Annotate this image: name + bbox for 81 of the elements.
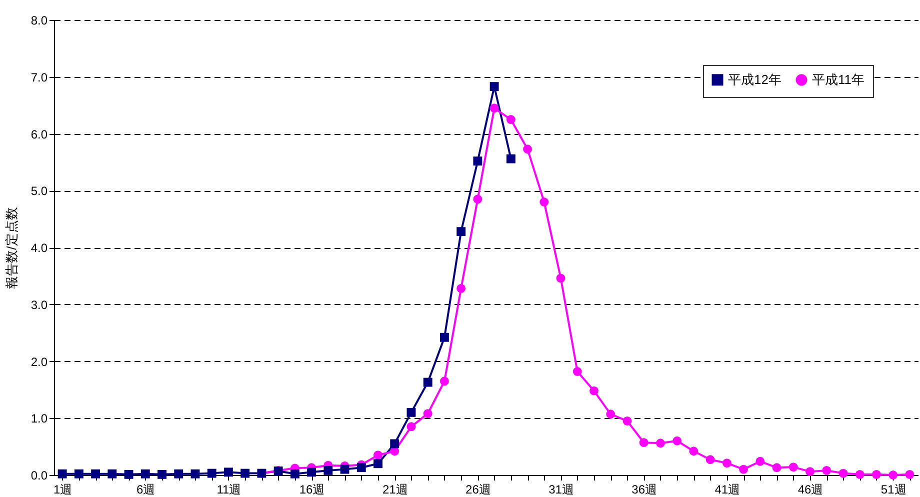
point bbox=[556, 274, 566, 283]
point bbox=[340, 464, 350, 474]
x-tick-label: 11週 bbox=[216, 482, 242, 496]
point bbox=[374, 459, 382, 468]
point bbox=[672, 436, 682, 446]
y-axis-title: 報告数/定点数 bbox=[4, 207, 19, 289]
point bbox=[788, 462, 798, 472]
point bbox=[689, 446, 698, 456]
legend-label: 平成11年 bbox=[812, 72, 864, 87]
point bbox=[74, 469, 84, 478]
point bbox=[390, 439, 400, 448]
point bbox=[722, 458, 732, 468]
point bbox=[174, 469, 184, 478]
point bbox=[888, 470, 898, 480]
point bbox=[622, 416, 632, 426]
y-tick-label: 8.0 bbox=[30, 14, 48, 28]
point bbox=[456, 284, 466, 293]
point bbox=[656, 438, 665, 448]
point bbox=[290, 469, 300, 478]
point bbox=[423, 409, 432, 418]
x-tick-label: 1週 bbox=[53, 482, 72, 496]
point bbox=[224, 468, 233, 477]
point bbox=[190, 469, 200, 478]
point bbox=[423, 378, 432, 387]
point bbox=[523, 144, 532, 154]
point bbox=[440, 332, 449, 342]
point bbox=[406, 408, 416, 417]
point bbox=[838, 468, 848, 478]
point bbox=[240, 468, 250, 478]
point bbox=[456, 227, 466, 236]
x-tick-label: 41週 bbox=[714, 482, 740, 496]
point bbox=[140, 469, 150, 478]
y-tick-label: 6.0 bbox=[30, 127, 48, 142]
point bbox=[374, 450, 382, 460]
point bbox=[706, 455, 715, 464]
x-tick-label: 16週 bbox=[299, 482, 325, 496]
x-tick-label: 46週 bbox=[798, 482, 824, 496]
x-tick-label: 36週 bbox=[632, 482, 658, 496]
legend-label: 平成12年 bbox=[728, 72, 782, 87]
y-tick-label: 7.0 bbox=[30, 70, 48, 84]
point bbox=[473, 156, 482, 166]
point bbox=[639, 438, 648, 448]
x-tick-label: 6週 bbox=[136, 482, 156, 496]
point bbox=[506, 115, 516, 124]
point bbox=[822, 466, 832, 475]
point bbox=[606, 410, 616, 419]
point bbox=[572, 367, 582, 376]
y-tick-label: 1.0 bbox=[30, 412, 48, 426]
point bbox=[356, 463, 366, 472]
point bbox=[91, 469, 100, 478]
point bbox=[124, 470, 134, 479]
y-tick-label: 4.0 bbox=[30, 241, 48, 255]
point bbox=[590, 386, 598, 396]
x-tick-label: 51週 bbox=[880, 482, 906, 496]
point bbox=[756, 456, 765, 466]
point bbox=[905, 470, 914, 479]
x-tick-label: 21週 bbox=[382, 482, 408, 496]
x-tick-label: 26週 bbox=[466, 482, 491, 496]
point bbox=[490, 82, 499, 92]
point bbox=[540, 198, 549, 206]
point bbox=[506, 154, 516, 164]
point bbox=[473, 194, 482, 204]
point bbox=[158, 470, 166, 479]
point bbox=[406, 422, 416, 432]
point bbox=[490, 104, 499, 113]
point bbox=[307, 468, 316, 477]
y-tick-label: 2.0 bbox=[30, 354, 48, 369]
point bbox=[739, 464, 748, 474]
point bbox=[58, 469, 67, 478]
point bbox=[207, 468, 216, 478]
point bbox=[855, 470, 864, 479]
point bbox=[806, 467, 814, 476]
point bbox=[772, 463, 782, 472]
y-tick-label: 0.0 bbox=[30, 468, 48, 482]
point bbox=[108, 469, 117, 478]
point bbox=[872, 470, 881, 479]
point bbox=[324, 466, 333, 475]
y-tick-label: 3.0 bbox=[30, 298, 48, 312]
x-tick-label: 31週 bbox=[548, 482, 574, 496]
point bbox=[440, 376, 449, 386]
y-tick-label: 5.0 bbox=[30, 184, 48, 198]
